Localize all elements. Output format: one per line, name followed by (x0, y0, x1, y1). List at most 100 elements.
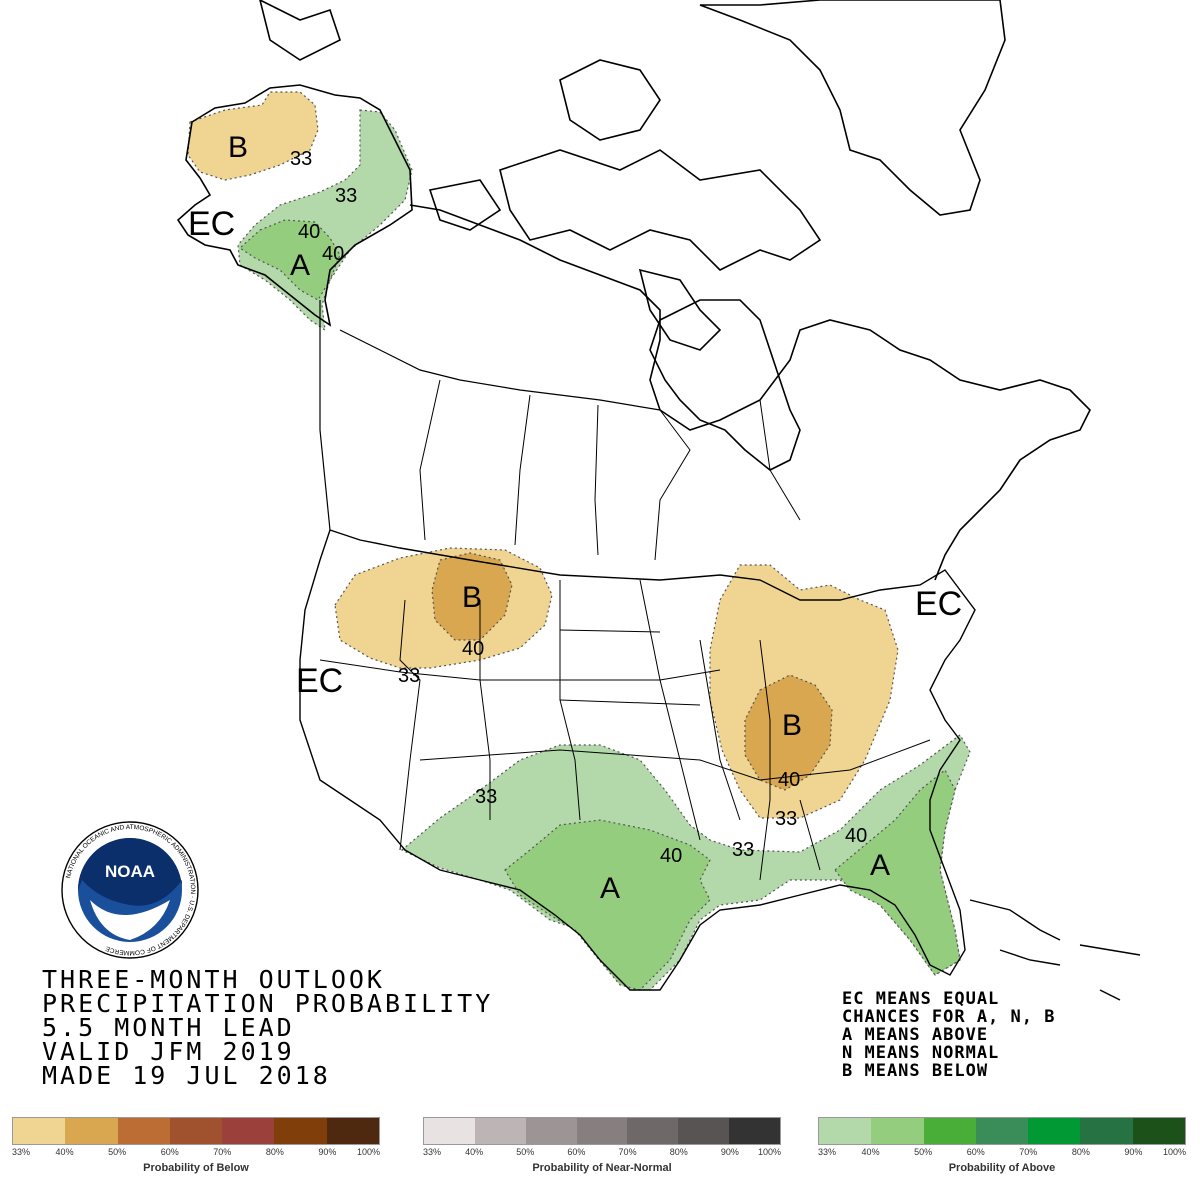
key-line-3: A MEANS ABOVE (842, 1025, 989, 1045)
legend-near-normal-title: Probability of Near-Normal (532, 1162, 672, 1174)
legend-tick-label: 33% (12, 1147, 31, 1157)
legend-swatch (729, 1118, 781, 1144)
legend-swatch (871, 1118, 924, 1144)
legend-swatch (1132, 1118, 1185, 1144)
legend-tick-label: 70% (1019, 1147, 1038, 1157)
se-a-label: A (870, 849, 890, 882)
legend-tick-label: 33% (423, 1147, 442, 1157)
legend-swatch (117, 1118, 170, 1144)
legend-swatch (819, 1118, 872, 1144)
nw-below-40-area (431, 552, 513, 641)
legend-swatch (13, 1118, 66, 1144)
legend-tick-label: 100% (356, 1147, 380, 1157)
nw-b-label: B (462, 581, 482, 614)
arctic-landmasses (259, 0, 1006, 351)
ne-ec-label: EC (915, 585, 962, 623)
legend-tick-label: 70% (618, 1147, 637, 1157)
legend-tick-label: 40% (861, 1147, 880, 1157)
se-33-label: 33 (732, 839, 754, 861)
legend-swatch (222, 1118, 275, 1144)
legend-tick-label: 50% (914, 1147, 933, 1157)
alaska-b-label: B (228, 131, 248, 164)
legend-tick-label: 80% (669, 1147, 688, 1157)
nw-33-label: 33 (398, 665, 420, 687)
alaska-below-33-area (187, 91, 319, 181)
south-33-label: 33 (475, 786, 497, 808)
legend-swatch (65, 1118, 118, 1144)
alaska-40-above-label: 40 (298, 221, 320, 243)
legend-tick-label: 50% (108, 1147, 127, 1157)
legend-tick-label: 40% (465, 1147, 484, 1157)
legend-swatch (326, 1118, 379, 1144)
key-line-5: B MEANS BELOW (842, 1061, 989, 1081)
se-40-label: 40 (845, 825, 867, 847)
legend-swatch (576, 1118, 628, 1144)
south-a-label: A (600, 872, 620, 905)
legend-tick-label: 90% (318, 1147, 337, 1157)
legend-tick-label: 90% (1124, 1147, 1143, 1157)
ohio-b-label: B (782, 709, 802, 742)
alaska-33-above-label: 33 (335, 185, 357, 207)
ohio-40-label: 40 (778, 769, 800, 791)
noaa-logo-text: NOAA (105, 862, 155, 881)
legend-swatch (678, 1118, 730, 1144)
alaska-outline (176, 84, 413, 327)
legend-swatch (169, 1118, 223, 1144)
legend-above-swatches (818, 1117, 1186, 1145)
legend-below-swatches (12, 1117, 380, 1145)
legend-swatch (274, 1118, 327, 1144)
ohio-below-40-area (744, 674, 833, 791)
legend-above: 33% 40% 50% 60% 70% 80% 90% 100% Probability of… (818, 1117, 1186, 1177)
ohio-33-label: 33 (775, 808, 797, 830)
legend-tick-label: 33% (818, 1147, 837, 1157)
caribbean-islands (969, 899, 1141, 1001)
key-line-4: N MEANS NORMAL (842, 1043, 1000, 1063)
alaska-above-40-area (239, 219, 341, 301)
legend-swatch (923, 1118, 976, 1144)
legend-swatch (627, 1118, 679, 1144)
hudson-bay (649, 299, 801, 471)
alaska-ec-label: EC (188, 205, 235, 243)
title-line-1: THREE-MONTH OUTLOOK (42, 965, 385, 994)
legend-tick-label: 90% (720, 1147, 739, 1157)
alaska-40-above-label-2: 40 (322, 243, 344, 265)
legend-below-title: Probability of Below (143, 1162, 249, 1174)
legend-swatch (424, 1118, 475, 1144)
title-line-4: VALID JFM 2019 (42, 1037, 295, 1066)
legend-tick-label: 80% (1071, 1147, 1090, 1157)
title-line-3: 5.5 MONTH LEAD (42, 1013, 295, 1042)
legend-near-normal-ticks: 33% 40% 50% 60% 70% 80% 90% 100% (423, 1147, 781, 1161)
nw-40-label: 40 (462, 638, 484, 660)
key-line-2: CHANCES FOR A, N, B (842, 1007, 1056, 1027)
legend-tick-label: 60% (160, 1147, 179, 1157)
legend-near-normal: 33% 40% 50% 60% 70% 80% 90% 100% Probability of… (423, 1117, 781, 1177)
south-40-label: 40 (660, 845, 682, 867)
alaska-a-label: A (290, 249, 310, 282)
se-above-40-area (834, 769, 961, 976)
legend-tick-label: 60% (966, 1147, 985, 1157)
legend-near-normal-swatches (423, 1117, 781, 1145)
alaska-above-33-area (237, 109, 413, 332)
us-boundaries (299, 529, 976, 991)
legend-tick-label: 100% (757, 1147, 781, 1157)
legend-swatch (474, 1118, 526, 1144)
alaska-shading (187, 91, 413, 332)
legend-tick-label: 100% (1162, 1147, 1186, 1157)
canada-outline (409, 204, 1091, 581)
legend-tick-label: 70% (213, 1147, 232, 1157)
label-key: EC MEANS EQUAL CHANCES FOR A, N, B A MEA… (842, 990, 1055, 1080)
noaa-logo: NOAA NATIONAL OCEANIC AND ATMOSPHERIC AD… (61, 821, 199, 959)
legend-swatch (975, 1118, 1029, 1144)
legend-swatch (1028, 1118, 1081, 1144)
legend-above-title: Probability of Above (948, 1162, 1056, 1174)
legend-swatch (1080, 1118, 1133, 1144)
alaska-33-below-label: 33 (290, 148, 312, 170)
legend-tick-label: 50% (516, 1147, 535, 1157)
legend-tick-label: 80% (265, 1147, 284, 1157)
us-shading (334, 547, 971, 991)
legend-swatch (525, 1118, 577, 1144)
legend-below-ticks: 33% 40% 50% 60% 70% 80% 90% 100% (12, 1147, 380, 1161)
legend-tick-label: 40% (55, 1147, 74, 1157)
key-line-1: EC MEANS EQUAL (842, 989, 1000, 1009)
